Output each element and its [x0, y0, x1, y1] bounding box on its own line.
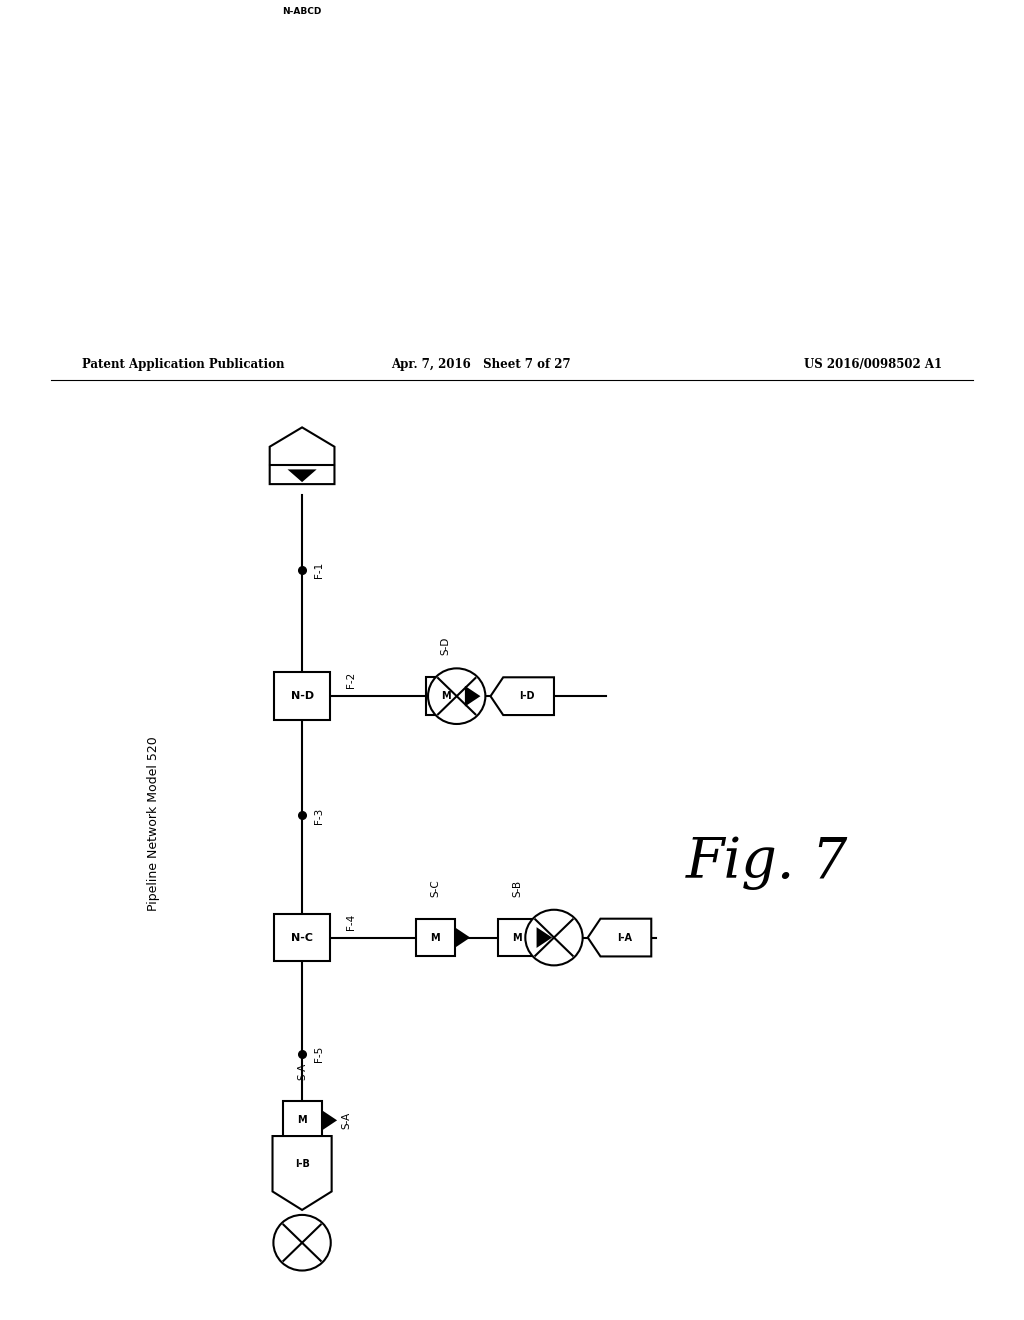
Polygon shape	[288, 470, 316, 482]
Text: S-A: S-A	[297, 1063, 307, 1080]
Text: F-5: F-5	[314, 1045, 325, 1061]
Text: I-A: I-A	[617, 932, 632, 942]
FancyBboxPatch shape	[416, 919, 455, 957]
Text: S-B: S-B	[512, 879, 522, 896]
Circle shape	[525, 909, 583, 965]
Text: N-ABCD: N-ABCD	[283, 8, 322, 16]
Text: F-3: F-3	[314, 808, 325, 824]
Text: M: M	[512, 932, 522, 942]
Text: F-2: F-2	[346, 672, 355, 688]
Text: N-C: N-C	[291, 932, 313, 942]
Text: S-D: S-D	[440, 638, 451, 656]
Text: US 2016/0098502 A1: US 2016/0098502 A1	[804, 358, 942, 371]
Text: Apr. 7, 2016   Sheet 7 of 27: Apr. 7, 2016 Sheet 7 of 27	[391, 358, 571, 371]
Polygon shape	[588, 919, 651, 957]
Text: Pipeline Network Model 520: Pipeline Network Model 520	[147, 737, 160, 911]
FancyBboxPatch shape	[273, 672, 330, 719]
Text: F-1: F-1	[314, 562, 325, 578]
Polygon shape	[455, 927, 470, 948]
Text: I-D: I-D	[519, 692, 536, 701]
Polygon shape	[465, 686, 480, 706]
Text: Fig. 7: Fig. 7	[686, 836, 848, 891]
FancyBboxPatch shape	[498, 919, 537, 957]
Circle shape	[273, 1214, 331, 1271]
Text: N-D: N-D	[291, 692, 313, 701]
FancyBboxPatch shape	[283, 1101, 322, 1139]
Text: M: M	[297, 1115, 307, 1126]
Polygon shape	[490, 677, 554, 715]
Text: F-4: F-4	[346, 913, 355, 929]
Text: Patent Application Publication: Patent Application Publication	[82, 358, 285, 371]
FancyBboxPatch shape	[273, 913, 330, 961]
FancyBboxPatch shape	[426, 677, 465, 715]
Text: S-A: S-A	[341, 1111, 351, 1129]
Polygon shape	[322, 1110, 337, 1131]
Polygon shape	[537, 927, 552, 948]
Text: M: M	[430, 932, 440, 942]
Polygon shape	[269, 428, 335, 484]
Text: I-B: I-B	[295, 1159, 309, 1170]
Polygon shape	[272, 1137, 332, 1210]
Circle shape	[428, 668, 485, 723]
Text: S-C: S-C	[430, 879, 440, 896]
Text: M: M	[440, 692, 451, 701]
